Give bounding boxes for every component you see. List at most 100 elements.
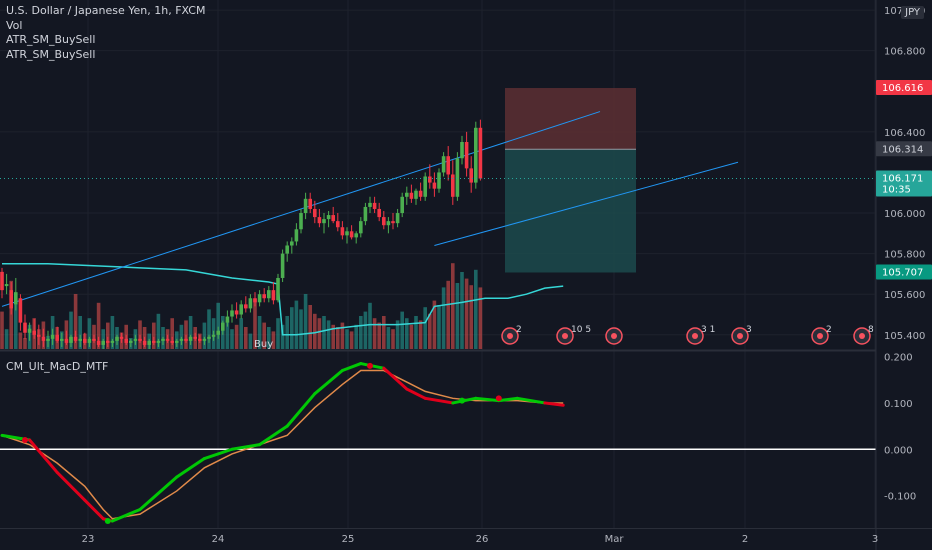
event-dot-icon xyxy=(737,333,743,339)
position-zones xyxy=(505,88,636,273)
candle-body xyxy=(299,213,303,230)
candle-body xyxy=(129,340,133,343)
volume-bar xyxy=(368,302,372,349)
candle-body xyxy=(110,340,115,343)
candle-body xyxy=(322,219,326,224)
candle-body xyxy=(115,336,119,341)
event-dot-icon xyxy=(859,333,865,339)
macd-line-segment xyxy=(258,424,289,447)
volume-bar xyxy=(418,320,423,349)
volume-bar xyxy=(308,305,312,349)
candle-body xyxy=(257,294,262,303)
event-badge[interactable]: 10 5 xyxy=(556,325,591,345)
volume-bar xyxy=(152,322,156,349)
candle-body xyxy=(428,176,432,183)
price-tick-label: 105.600 xyxy=(884,290,925,301)
event-badges[interactable]: 2 10 5 3 1 3 2 8 xyxy=(501,325,874,345)
candle-body xyxy=(423,176,427,197)
candle-body xyxy=(32,330,36,335)
volume-bar xyxy=(460,272,464,349)
event-count: 8 xyxy=(868,325,874,335)
candle-body xyxy=(455,158,460,197)
macd-title[interactable]: CM_Ult_MacD_MTF xyxy=(6,360,109,373)
time-tick-label: 2 xyxy=(742,534,748,545)
macd-pane[interactable] xyxy=(0,362,876,525)
event-badge[interactable]: 8 xyxy=(853,325,874,345)
event-badge[interactable]: 2 xyxy=(501,325,522,345)
volume-bar xyxy=(409,324,414,349)
candle-body xyxy=(161,338,165,341)
event-count: 3 xyxy=(746,325,752,335)
candle-body xyxy=(303,198,308,214)
candle-body xyxy=(18,298,23,323)
candle-body xyxy=(474,127,478,183)
price-tick-label: 105.800 xyxy=(884,250,925,261)
event-count: 2 xyxy=(826,325,832,335)
volume-bar xyxy=(377,322,381,349)
volume-bar xyxy=(317,318,322,349)
volume-bar xyxy=(437,305,441,349)
macd-line-segment xyxy=(423,396,455,405)
candle-body xyxy=(124,338,128,343)
volume-bar xyxy=(428,313,432,349)
event-dot-icon xyxy=(562,333,568,339)
volume-bar xyxy=(451,263,455,349)
time-tick-label: 3 xyxy=(872,534,878,545)
volume-bar xyxy=(248,333,253,349)
indicator-vol[interactable]: Vol xyxy=(6,18,23,32)
candle-body xyxy=(451,174,455,197)
candle-body xyxy=(198,338,202,341)
event-badge[interactable] xyxy=(605,327,623,345)
symbol-title[interactable]: U.S. Dollar / Japanese Yen, 1h, FXCM xyxy=(6,4,206,17)
volume-bar xyxy=(455,283,460,349)
event-badge[interactable]: 3 xyxy=(731,325,752,345)
candle-body xyxy=(271,290,276,301)
volume-bar xyxy=(322,316,326,349)
volume-bar xyxy=(87,318,92,349)
candlesticks[interactable]: Buy xyxy=(0,119,483,350)
event-badge[interactable]: 2 xyxy=(811,325,832,345)
volume-bar xyxy=(285,316,289,349)
candle-body xyxy=(441,156,446,173)
volume-bar xyxy=(156,313,161,349)
volume-bar xyxy=(202,322,207,349)
stop-price-tag-bg xyxy=(876,80,932,96)
stop-zone xyxy=(505,88,636,150)
macd-line-segment xyxy=(55,470,87,502)
volume-bar xyxy=(253,298,257,349)
event-dot-icon xyxy=(507,333,513,339)
event-dot-icon xyxy=(817,333,823,339)
currency-button[interactable]: JPY xyxy=(901,6,924,19)
candle-body xyxy=(46,338,50,341)
price-tick-label: 106.400 xyxy=(884,128,925,139)
candle-body xyxy=(216,330,220,335)
candle-body xyxy=(349,231,354,238)
buy-signal-label: Buy xyxy=(254,339,273,350)
channel-lower-line[interactable] xyxy=(434,161,739,246)
candle-body xyxy=(340,227,345,236)
candle-body xyxy=(414,190,418,199)
candle-body xyxy=(202,338,207,341)
candle-body xyxy=(37,334,41,337)
event-badge[interactable]: 3 1 xyxy=(686,325,715,345)
macd-line-segment xyxy=(543,401,565,407)
candle-body xyxy=(138,338,142,341)
volume-bar xyxy=(78,316,82,349)
candle-body xyxy=(446,156,450,175)
candle-body xyxy=(41,336,46,341)
candle-body xyxy=(354,233,358,238)
macd-line-segment xyxy=(340,362,363,373)
candle-body xyxy=(248,298,253,309)
indicator-atr-2[interactable]: ATR_SM_BuySell xyxy=(6,47,96,61)
indicator-atr-1[interactable]: ATR_SM_BuySell xyxy=(6,33,96,46)
macd-line-segment xyxy=(28,438,59,474)
volume-bar xyxy=(405,318,409,349)
candle-body xyxy=(106,340,110,343)
candle-body xyxy=(225,316,230,323)
volume-bar xyxy=(138,320,142,349)
candle-body xyxy=(437,172,441,189)
event-count: 10 5 xyxy=(571,325,591,335)
candle-body xyxy=(405,192,409,197)
